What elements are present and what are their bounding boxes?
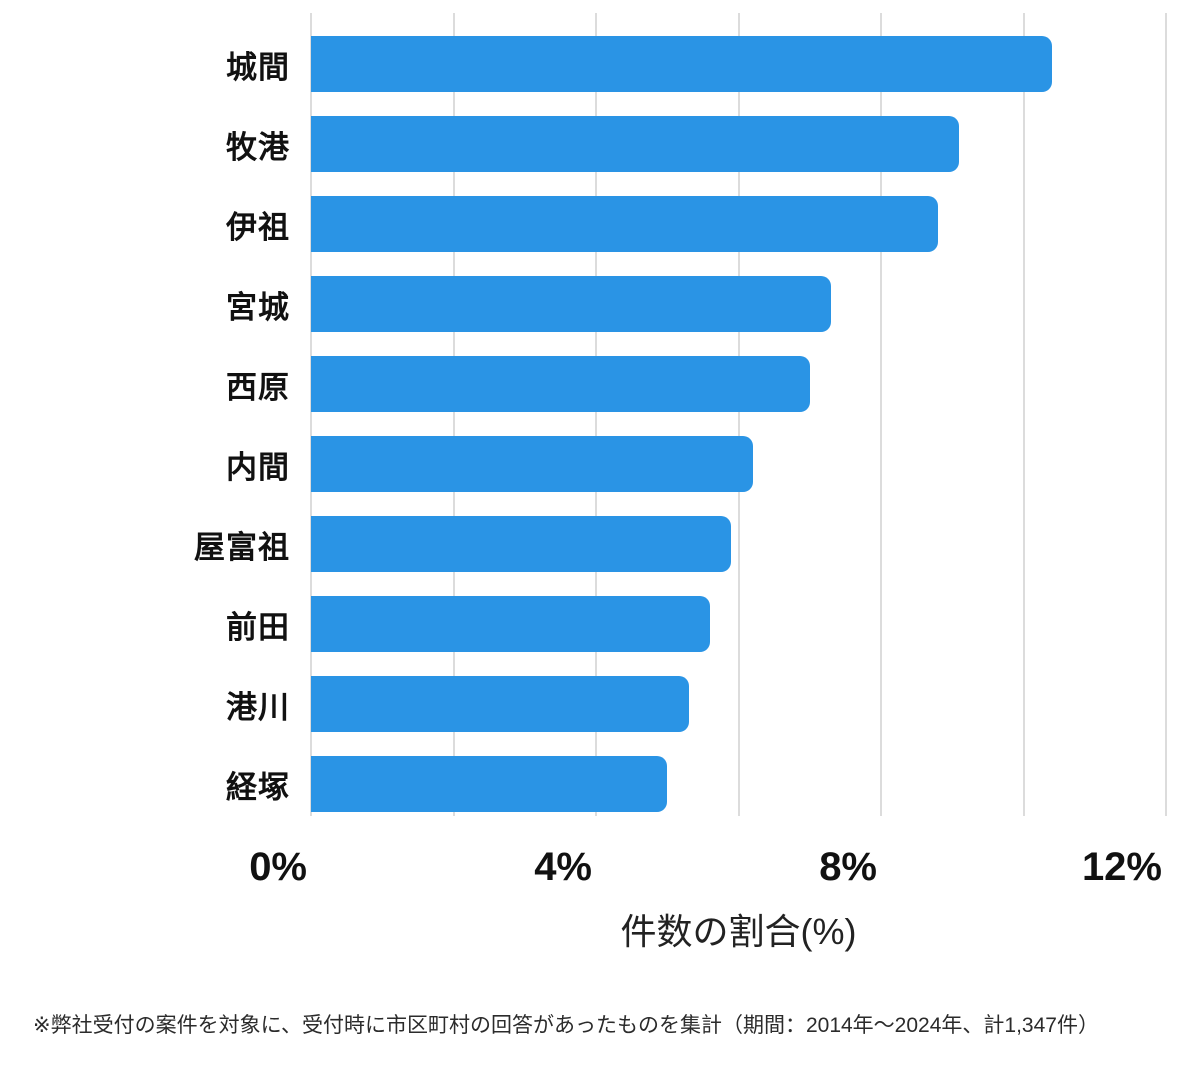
category-label: 牧港 <box>226 129 290 165</box>
bar <box>311 756 668 812</box>
x-tick-label: 12% <box>1081 845 1162 889</box>
gridline <box>595 13 597 816</box>
footnote: ※弊社受付の案件を対象に、受付時に市区町村の回答があったものを集計（期間：201… <box>33 1014 1099 1037</box>
category-label: 宮城 <box>226 289 290 325</box>
gridline <box>310 13 312 816</box>
category-label: 城間 <box>226 49 290 85</box>
x-axis-title: 件数の割合(%) <box>620 911 857 952</box>
bar <box>311 116 960 172</box>
bar <box>311 36 1052 92</box>
category-label: 内間 <box>226 449 290 485</box>
category-label: 屋富祖 <box>194 529 290 565</box>
gridline <box>1022 13 1025 816</box>
gridline <box>737 13 740 816</box>
gridline <box>1165 13 1167 816</box>
category-label: 経塚 <box>226 769 290 805</box>
bar <box>311 676 689 732</box>
bar <box>311 276 832 332</box>
x-tick-label: 8% <box>819 845 877 889</box>
category-label: 港川 <box>226 689 290 725</box>
x-tick-label: 0% <box>249 845 307 889</box>
bar <box>311 596 710 652</box>
bar <box>311 196 938 252</box>
gridline <box>452 13 455 816</box>
category-label: 伊祖 <box>226 209 290 245</box>
bar <box>311 356 810 412</box>
gridline <box>880 13 882 816</box>
bar <box>311 516 732 572</box>
category-label: 西原 <box>226 369 290 405</box>
bar <box>311 436 753 492</box>
category-label: 前田 <box>226 609 290 645</box>
x-tick-label: 4% <box>534 845 592 889</box>
